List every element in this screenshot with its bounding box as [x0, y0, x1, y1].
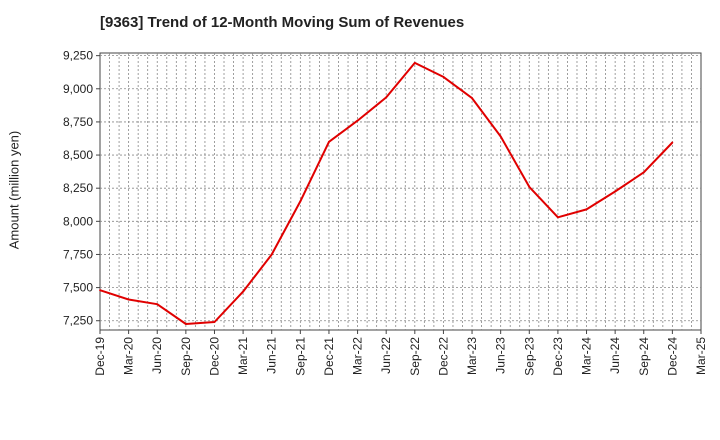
- x-tick-label: Jun-22: [379, 337, 393, 374]
- y-tick-label: 8,750: [63, 115, 93, 129]
- data-point: [242, 290, 244, 293]
- data-point: [642, 171, 645, 174]
- x-tick-label: Dec-21: [322, 337, 336, 376]
- grid-lines: [100, 53, 701, 330]
- data-point: [614, 190, 617, 193]
- y-tick-label: 7,500: [63, 281, 93, 295]
- x-tick-label: Dec-20: [207, 337, 221, 376]
- data-point: [99, 289, 101, 292]
- x-tick-label: Dec-19: [93, 337, 107, 376]
- data-point: [356, 119, 359, 122]
- data-point: [471, 97, 473, 99]
- x-tick-label: Mar-20: [122, 337, 136, 375]
- y-tick-label: 8,250: [63, 181, 93, 195]
- x-tick-label: Jun-23: [494, 337, 508, 374]
- y-axis-ticks: 7,250 7,500 7,750 8,000 8,250 8,500 8,750 9,000…: [63, 49, 100, 328]
- data-point: [270, 253, 273, 256]
- data-point: [156, 303, 159, 306]
- series-group: [99, 61, 674, 325]
- y-tick-label: 8,500: [63, 148, 93, 162]
- data-point: [671, 141, 674, 144]
- plot-area: [99, 52, 702, 331]
- data-point: [499, 135, 502, 138]
- x-axis-ticks: Dec-19 Mar-20 Jun-20 Sep-20 Dec-20 Mar-21 Jun-…: [93, 330, 708, 376]
- data-point: [184, 323, 187, 325]
- x-tick-label: Jun-24: [608, 337, 622, 374]
- x-tick-label: Mar-24: [580, 337, 594, 375]
- x-tick-label: Mar-25: [694, 337, 708, 375]
- x-tick-label: Dec-24: [665, 337, 679, 376]
- data-point: [528, 185, 531, 188]
- data-point: [557, 216, 559, 219]
- x-tick-label: Sep-21: [293, 337, 307, 376]
- y-tick-label: 9,000: [63, 82, 93, 96]
- y-tick-label: 7,250: [63, 314, 93, 328]
- x-tick-label: Dec-23: [551, 337, 565, 376]
- x-tick-label: Sep-22: [408, 337, 422, 376]
- data-point: [328, 140, 330, 143]
- x-tick-label: Mar-21: [236, 337, 250, 375]
- x-tick-label: Dec-22: [436, 337, 450, 376]
- x-tick-label: Sep-24: [637, 337, 651, 376]
- x-tick-label: Jun-21: [265, 337, 279, 374]
- chart-title: [9363] Trend of 12-Month Moving Sum of R…: [100, 14, 465, 31]
- y-tick-label: 7,750: [63, 247, 93, 261]
- x-tick-label: Sep-20: [179, 337, 193, 376]
- x-tick-label: Mar-23: [465, 337, 479, 375]
- data-point: [385, 96, 388, 99]
- data-point: [299, 200, 302, 203]
- x-tick-label: Sep-23: [522, 337, 536, 376]
- x-tick-label: Jun-20: [150, 337, 164, 374]
- data-point: [213, 321, 216, 323]
- data-point: [442, 75, 445, 78]
- data-point: [413, 62, 416, 64]
- y-tick-label: 9,250: [63, 49, 93, 63]
- data-point: [127, 298, 130, 301]
- x-tick-label: Mar-22: [351, 337, 365, 375]
- data-point: [585, 208, 588, 211]
- y-tick-label: 8,000: [63, 214, 93, 228]
